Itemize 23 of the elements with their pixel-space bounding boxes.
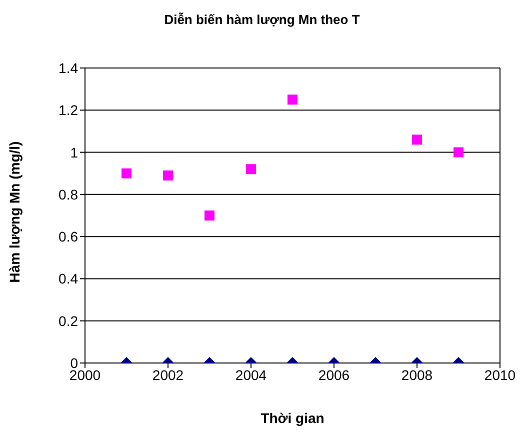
x-tick-label: 2002 [152,366,184,383]
x-tick-label: 2006 [318,366,350,383]
y-tick-label: 1.2 [58,102,78,118]
y-tick-label: 0 [70,354,78,371]
point [288,94,298,105]
y-tick-label: 0.2 [58,312,78,329]
x-tick-label: 2010 [484,366,516,383]
point [454,147,464,158]
chart-title: Diễn biến hàm lượng Mn theo T [163,12,361,27]
x-tick-label: 2008 [401,366,433,383]
y-tick-label: 0.8 [58,186,78,202]
x-tick-label: 2004 [235,366,267,383]
point [122,168,132,178]
point [204,210,214,220]
y-tick-label: 0.6 [58,228,78,245]
y-tick-label: 1 [70,144,78,160]
y-tick-label: 1.4 [58,60,78,76]
point [412,134,422,145]
y-axis-title: Hàm lượng Mn (mg/l) [7,141,24,283]
x-axis-title: Thời gian [260,410,326,426]
point [246,164,256,174]
y-tick-label: 0.4 [58,270,78,287]
point [163,170,173,180]
